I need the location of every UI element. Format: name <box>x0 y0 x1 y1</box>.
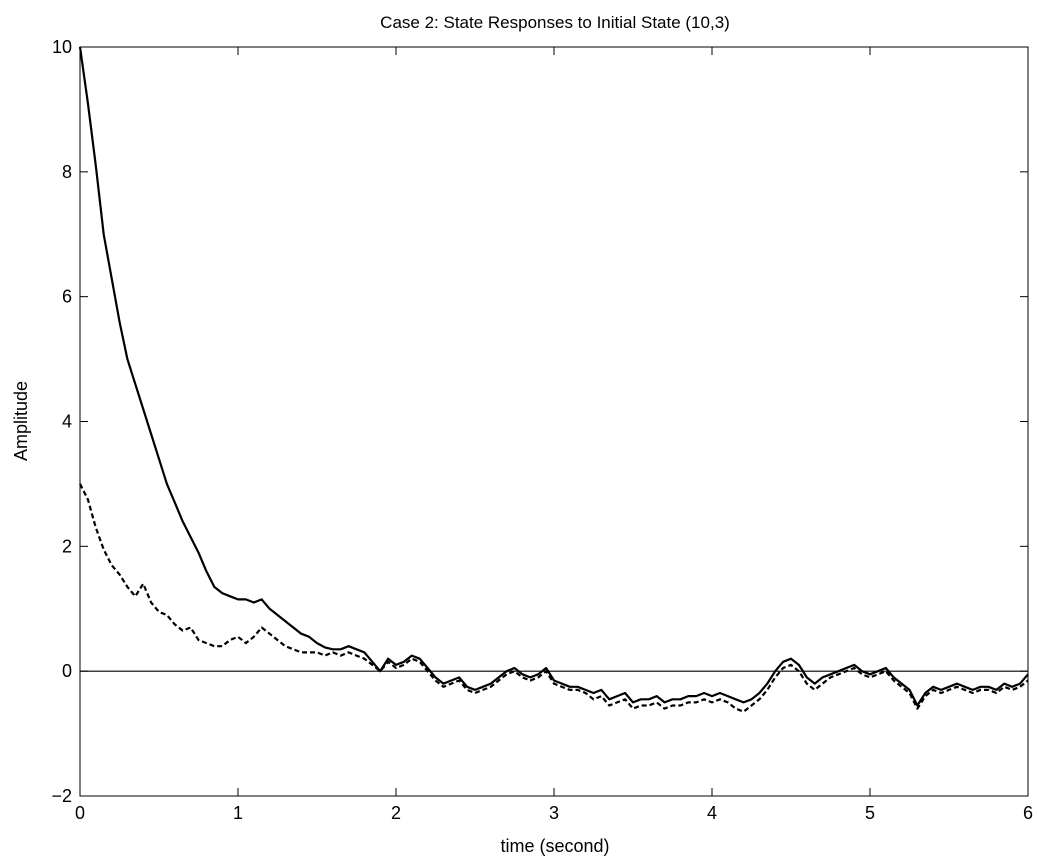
y-tick-label: 0 <box>62 661 72 681</box>
chart-title: Case 2: State Responses to Initial State… <box>380 13 730 32</box>
y-tick-label: 2 <box>62 536 72 556</box>
x-tick-label: 6 <box>1023 803 1033 823</box>
y-tick-label: −2 <box>51 786 72 806</box>
y-tick-label: 10 <box>52 37 72 57</box>
y-axis-label: Amplitude <box>11 381 31 461</box>
x-tick-label: 2 <box>391 803 401 823</box>
x-tick-label: 3 <box>549 803 559 823</box>
plot-frame <box>79 46 1029 797</box>
x-axis-label: time (second) <box>500 836 609 856</box>
x-tick-label: 1 <box>233 803 243 823</box>
y-tick-label: 6 <box>62 287 72 307</box>
x-tick-label: 0 <box>75 803 85 823</box>
series-line-solid <box>78 46 1029 707</box>
series-group <box>78 46 1029 713</box>
y-tick-label: 8 <box>62 162 72 182</box>
y-tick-label: 4 <box>62 412 72 432</box>
x-tick-label: 4 <box>707 803 717 823</box>
x-tick-label: 5 <box>865 803 875 823</box>
series-line-dashed <box>79 483 1029 713</box>
